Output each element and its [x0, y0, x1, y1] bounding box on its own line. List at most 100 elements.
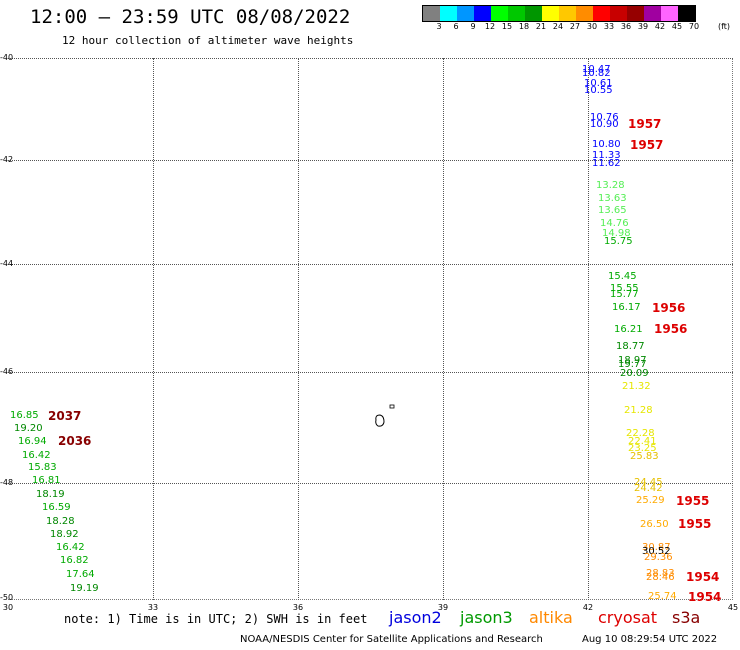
wave-height-label: 25.29: [636, 495, 665, 506]
wave-height-label: 16.42: [22, 450, 51, 461]
wave-height-label: 24.42: [634, 483, 663, 494]
footer-note: note: 1) Time is in UTC; 2) SWH is in fe…: [64, 612, 368, 626]
wave-height-label: 16.42: [56, 542, 85, 553]
legend-label: 42: [654, 22, 666, 31]
wave-height-label: 21.28: [624, 405, 653, 416]
legend-swatch: [440, 6, 457, 21]
wave-height-label: 10.55: [584, 85, 613, 96]
legend-swatch: [661, 6, 678, 21]
legend-swatch: [644, 6, 661, 21]
wave-height-label: 20.09: [620, 368, 649, 379]
wave-height-label: 10.47: [582, 64, 611, 75]
longitude-label: 42: [582, 603, 594, 612]
pass-time-label: 1955: [676, 494, 710, 508]
longitude-label: 30: [2, 603, 14, 612]
wave-height-label: 11.62: [592, 158, 621, 169]
map-plot-area: [8, 58, 733, 600]
wave-height-label: 30.87: [642, 542, 671, 553]
legend-label: 70: [688, 22, 700, 31]
legend-label: 30: [586, 22, 598, 31]
wave-height-label: 15.55: [610, 283, 639, 294]
pass-time-label: 1954: [686, 570, 720, 584]
wave-height-label: 16.59: [42, 502, 71, 513]
legend-label: 6: [453, 22, 459, 31]
map-subtitle: 12 hour collection of altimeter wave hei…: [62, 34, 354, 47]
latitude-label: -50: [0, 593, 14, 602]
legend-swatch: [508, 6, 525, 21]
legend-label: 39: [637, 22, 649, 31]
latitude-label: -42: [0, 155, 14, 164]
legend-label: 24: [552, 22, 564, 31]
wave-height-label: 25.83: [630, 451, 659, 462]
longitude-label: 45: [727, 603, 739, 612]
latitude-label: -46: [0, 367, 14, 376]
wave-height-label: 14.98: [602, 228, 631, 239]
latitude-label: -44: [0, 259, 14, 268]
legend-label: 33: [603, 22, 615, 31]
legend-swatch: [678, 6, 695, 21]
latitude-label: -40: [0, 53, 14, 62]
legend-swatch: [610, 6, 627, 21]
wave-height-label: 18.97: [618, 355, 647, 366]
legend-swatch: [542, 6, 559, 21]
wave-height-label: 15.75: [604, 236, 633, 247]
satellite-legend-altika: altika: [529, 608, 573, 627]
wave-height-label: 10.61: [584, 78, 613, 89]
pass-time-label: 1957: [630, 138, 664, 152]
wave-height-label: 16.17: [612, 302, 641, 313]
legend-swatch: [576, 6, 593, 21]
wave-height-label: 19.19: [70, 583, 99, 594]
wave-height-label: 10.80: [592, 139, 621, 150]
wave-height-label: 21.32: [622, 381, 651, 392]
wave-height-label: 13.63: [598, 193, 627, 204]
legend-swatch: [457, 6, 474, 21]
legend-swatch: [491, 6, 508, 21]
legend-label: 21: [535, 22, 547, 31]
pass-time-label: 1956: [654, 322, 688, 336]
legend-label: 27: [569, 22, 581, 31]
satellite-legend-s3a: s3a: [672, 608, 701, 627]
legend-swatch: [423, 6, 440, 21]
wave-height-label: 16.82: [60, 555, 89, 566]
parallel-line: [8, 58, 733, 59]
latitude-label: -48: [0, 478, 14, 487]
legend-swatch: [559, 6, 576, 21]
wave-height-label: 16.85: [10, 410, 39, 421]
wave-height-label: 29.36: [644, 552, 673, 563]
wave-height-label: 18.28: [46, 516, 75, 527]
parallel-line: [8, 160, 733, 161]
wave-height-label: 24.45: [634, 477, 663, 488]
pass-time-label: 2037: [48, 409, 82, 423]
credit-text: NOAA/NESDIS Center for Satellite Applica…: [240, 634, 543, 645]
wave-height-label: 16.94: [18, 436, 47, 447]
wave-height-label: 23.25: [628, 443, 657, 454]
wave-height-label: 17.64: [66, 569, 95, 580]
wave-height-label: 28.46: [646, 572, 675, 583]
wave-height-label: 28.83: [646, 568, 675, 579]
legend-swatch: [627, 6, 644, 21]
legend-swatch: [474, 6, 491, 21]
meridian-line: [443, 58, 444, 600]
legend-label: 9: [470, 22, 476, 31]
color-scale-labels: 3 6 9 12 15 18 21 24 27 30 33 36 39 42 45 70 (ft): [422, 22, 731, 34]
meridian-line: [298, 58, 299, 600]
legend-unit: (ft): [718, 22, 731, 31]
color-scale-legend: [422, 5, 696, 22]
parallel-line: [8, 264, 733, 265]
wave-height-label: 18.92: [50, 529, 79, 540]
legend-label: 15: [501, 22, 513, 31]
wave-height-label: 30.52: [642, 546, 671, 557]
legend-label: 18: [518, 22, 530, 31]
wave-height-label: 10.82: [582, 68, 611, 79]
wave-height-label: 15.45: [608, 271, 637, 282]
wave-height-label: 19.77: [618, 359, 647, 370]
longitude-label: 33: [147, 603, 159, 612]
wave-height-label: 22.41: [628, 436, 657, 447]
longitude-label: 39: [437, 603, 449, 612]
wave-height-label: 19.20: [14, 423, 43, 434]
satellite-legend-cryosat: cryosat: [598, 608, 658, 627]
wave-height-label: 11.33: [592, 150, 621, 161]
wave-height-label: 18.77: [616, 341, 645, 352]
longitude-label: 36: [292, 603, 304, 612]
wave-height-label: 10.76: [590, 112, 619, 123]
